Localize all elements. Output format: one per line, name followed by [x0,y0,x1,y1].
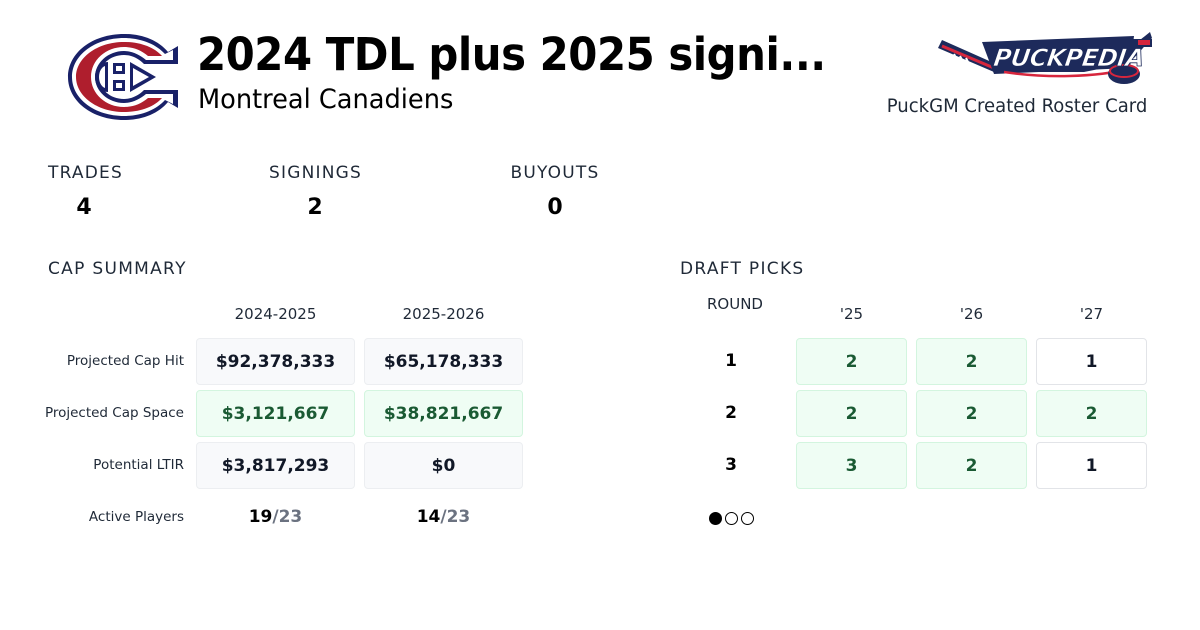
row-label-cap-hit: Projected Cap Hit [66,353,184,369]
round-number: 2 [725,403,737,423]
cap-hit-2025-2026: $65,178,333 [364,338,523,385]
stat-buyouts: BUYOUTS 0 [510,163,600,220]
page-dot-3[interactable] [741,512,754,525]
pick-cell: 1 [1036,338,1147,385]
cap-space-2025-2026: $38,821,667 [364,390,523,437]
pick-cell: 2 [916,390,1027,437]
pick-cell: 2 [916,442,1027,489]
brand-caption: PuckGM Created Roster Card [886,95,1147,117]
stat-label: TRADES [48,163,123,183]
puckpedia-logo-icon: PUCKPEDIA [938,32,1152,84]
ltir-2025-2026: $0 [364,442,523,489]
pick-cell: 2 [1036,390,1147,437]
pick-cell: 2 [796,338,907,385]
cap-summary-title: CAP SUMMARY [48,259,187,279]
stat-trades: TRADES 4 [48,163,123,220]
page-dot-1[interactable] [709,512,722,525]
cap-hit-2024-2025: $92,378,333 [196,338,355,385]
row-label-cap-space: Projected Cap Space [44,405,184,421]
stat-value: 0 [547,195,563,220]
stat-signings: SIGNINGS 2 [269,163,361,220]
roster-max: /23 [440,507,471,527]
svg-text:PUCKPEDIA: PUCKPEDIA [992,44,1146,72]
round-number: 3 [725,455,737,475]
stat-label: SIGNINGS [269,163,362,183]
cap-space-2024-2025: $3,121,667 [196,390,355,437]
active-players-2024-2025: 19/23 [196,507,355,527]
draft-picks-title: DRAFT PICKS [680,259,805,279]
active-count: 19 [248,507,273,527]
year-header: '26 [959,305,984,323]
ltir-2024-2025: $3,817,293 [196,442,355,489]
stat-value: 2 [307,195,323,220]
year-header: '27 [1079,305,1104,323]
team-logo [64,32,180,122]
stat-value: 4 [76,195,92,220]
pick-cell: 2 [916,338,1027,385]
round-header: ROUND [707,295,763,313]
active-count: 14 [416,507,441,527]
page-dot-2[interactable] [725,512,738,525]
round-number: 1 [725,351,737,371]
stat-label: BUYOUTS [510,163,600,183]
row-label-active-players: Active Players [88,509,184,525]
pick-cell: 2 [796,390,907,437]
row-label-ltir: Potential LTIR [93,457,184,473]
season-header: 2024-2025 [234,305,317,323]
active-players-2025-2026: 14/23 [364,507,523,527]
pagination-dots [709,512,754,525]
brand-logo: PUCKPEDIA [934,28,1154,90]
page-title: 2024 TDL plus 2025 signi... [197,28,826,81]
pick-cell: 1 [1036,442,1147,489]
team-name: Montreal Canadiens [198,84,454,115]
year-header: '25 [839,305,864,323]
pick-cell: 3 [796,442,907,489]
season-header: 2025-2026 [402,305,485,323]
roster-max: /23 [272,507,303,527]
montreal-canadiens-logo-icon [68,34,178,120]
